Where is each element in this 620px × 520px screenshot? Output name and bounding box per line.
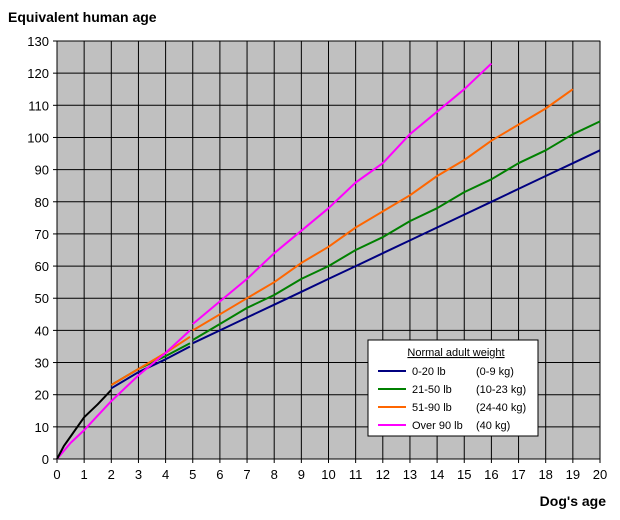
legend-label: Over 90 lb [412, 420, 463, 432]
series-line [192, 62, 493, 325]
y-tick-labels: 0 10 20 30 40 50 60 70 80 90 100 110 120 130 [27, 34, 49, 467]
legend-kg-label: (0-9 kg) [476, 366, 514, 378]
y-tick-label: 60 [35, 259, 49, 274]
legend: Normal adult weight 0-20 lb (0-9 kg) 21-50… [367, 339, 539, 437]
legend-kg-label: (40 kg) [476, 420, 510, 432]
x-tick-label: 11 [349, 467, 363, 482]
y-tick-label: 40 [35, 323, 49, 338]
x-tick-label: 10 [321, 467, 335, 482]
y-tick-label: 110 [28, 98, 49, 113]
y-tick-label: 80 [35, 195, 49, 210]
x-tick-label: 18 [538, 467, 552, 482]
x-tick-label: 20 [593, 467, 607, 482]
legend-label: 51-90 lb [412, 402, 452, 414]
y-tick-label: 50 [35, 291, 49, 306]
x-tick-label: 14 [430, 467, 444, 482]
series-line [110, 335, 191, 386]
x-tick-label: 2 [108, 467, 115, 482]
x-tick-label: 1 [81, 467, 88, 482]
y-tick-label: 90 [35, 163, 49, 178]
legend-items: 0-20 lb (0-9 kg) 21-50 lb (10-23 kg) 51-90 l… [378, 366, 526, 432]
x-tick-label: 13 [403, 467, 417, 482]
legend-kg-label: (10-23 kg) [476, 384, 526, 396]
x-axis-title: Dog's age [540, 493, 607, 509]
legend-kg-label: (24-40 kg) [476, 402, 526, 414]
series-line [56, 329, 191, 460]
legend-label: 21-50 lb [412, 384, 452, 396]
series-line [192, 88, 574, 332]
legend-title: Normal adult weight [407, 347, 504, 359]
y-tick-label: 120 [27, 66, 49, 81]
x-tick-label: 3 [135, 467, 142, 482]
x-tick-labels: 0 1 2 3 4 5 6 7 8 9 10 11 12 13 14 15 16 17 18 19 20 [53, 467, 607, 482]
x-tick-label: 5 [189, 467, 196, 482]
x-tick-label: 17 [511, 467, 525, 482]
x-tick-label: 8 [271, 467, 278, 482]
x-tick-label: 19 [566, 467, 580, 482]
y-tick-label: 100 [27, 130, 49, 145]
x-tick-label: 7 [243, 467, 250, 482]
series-line [110, 345, 191, 390]
legend-label: 0-20 lb [412, 366, 446, 378]
x-tick-label: 9 [298, 467, 305, 482]
x-tick-label: 4 [162, 467, 169, 482]
axes [53, 40, 601, 463]
x-tick-label: 12 [376, 467, 390, 482]
x-tick-label: 16 [484, 467, 498, 482]
y-tick-label: 70 [35, 227, 49, 242]
y-tick-label: 30 [35, 356, 49, 371]
y-tick-label: 130 [27, 34, 49, 49]
y-tick-label: 10 [35, 420, 49, 435]
series-line [56, 389, 113, 460]
y-axis-title: Equivalent human age [8, 9, 157, 25]
x-tick-label: 0 [53, 467, 60, 482]
gridlines [57, 40, 601, 459]
series-line [192, 149, 601, 345]
x-tick-label: 6 [216, 467, 223, 482]
series-lines [56, 62, 601, 460]
series-line [192, 120, 601, 341]
x-tick-label: 15 [457, 467, 471, 482]
y-tick-label: 20 [35, 388, 49, 403]
y-tick-label: 0 [42, 452, 49, 467]
